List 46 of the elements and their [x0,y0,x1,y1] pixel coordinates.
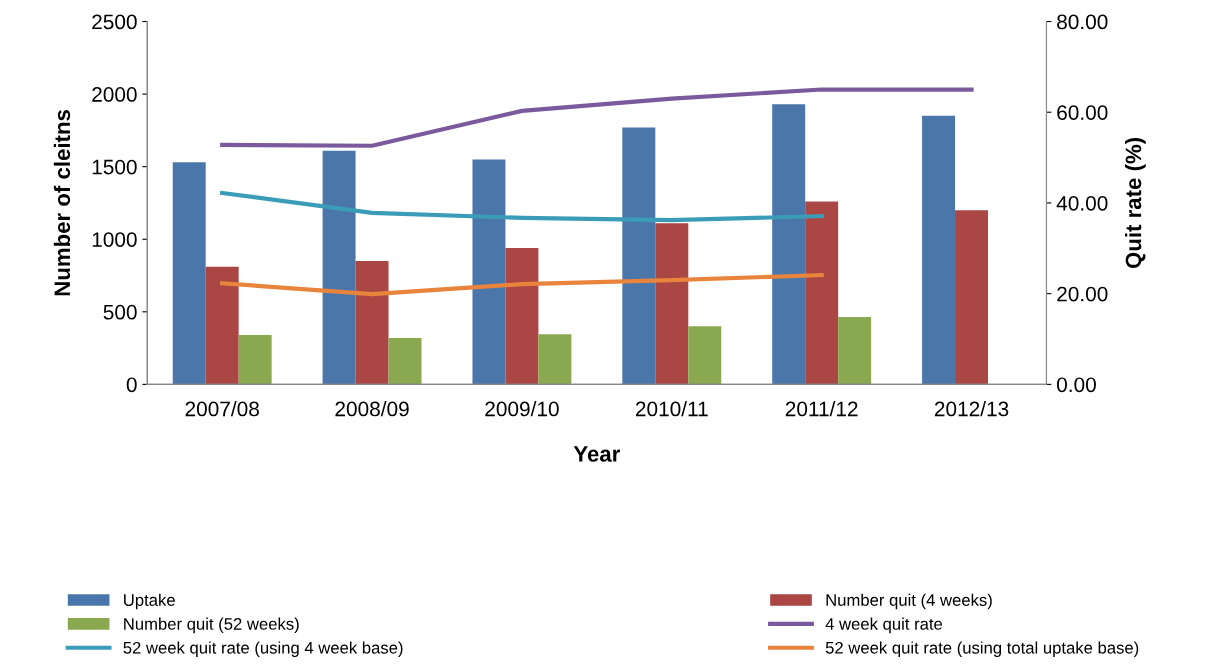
y-tick-label: 0 [126,377,137,393]
legend-label: 4 week quit rate [825,617,943,634]
bar [655,223,689,385]
y-tick-label: 1500 [92,159,137,175]
line-series [220,272,824,297]
bar [922,115,956,385]
y-tick-label: 500 [103,304,137,320]
x-tick-label: 2007/08 [185,401,259,417]
legend-label: 52 week quit rate (using total uptake base) [825,641,1139,657]
y2-tick-label: 0.00 [1057,377,1096,393]
bar [622,127,656,385]
y-tick-label: 2000 [92,87,137,102]
y2-axis-title: Quit rate (%) [1124,137,1146,269]
x-tick-label: 2011/12 [785,401,858,417]
bar [955,210,989,385]
bar [205,266,239,385]
bar [238,335,272,385]
bar [505,247,539,385]
x-axis-title: Year [573,446,621,462]
bar [772,104,806,385]
y-tick-label: 1000 [92,232,137,247]
legend-label: 52 week quit rate (using 4 week base) [123,641,403,657]
x-tick-label: 2012/13 [934,401,1009,417]
x-tick-label: 2010/11 [635,401,708,417]
bar [538,334,572,385]
y2-tick-label: 80.00 [1057,14,1108,30]
x-tick-label: 2009/10 [485,401,559,417]
y2-tick-label: 20.00 [1057,286,1108,302]
bar [355,261,389,385]
bar [472,159,506,385]
bar [388,337,422,385]
y-axis-title: Number of cleitns [53,110,71,296]
bar [172,162,206,385]
bar [688,326,722,385]
legend-label: Uptake [124,593,175,610]
x-tick-label: 2008/09 [335,401,409,417]
bar [838,316,872,385]
y2-tick-label: 60.00 [1057,105,1108,120]
y2-tick-label: 40.00 [1056,195,1108,211]
line-series [220,190,824,223]
y-tick-label: 2500 [92,14,137,30]
legend-label: Number quit (52 weeks) [124,617,299,634]
bar [322,150,356,385]
bar [805,201,839,385]
line-series [220,87,974,148]
legend-label: Number quit (4 weeks) [826,593,992,610]
